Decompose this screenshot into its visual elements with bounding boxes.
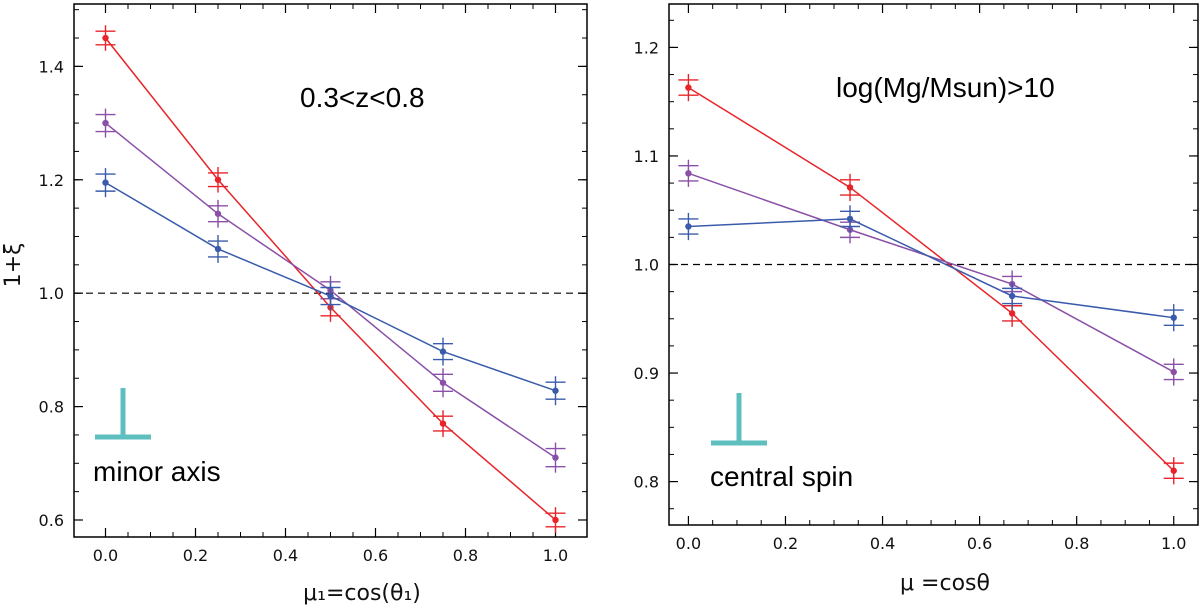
data-point [552, 516, 559, 524]
x-tick-label: 0.2 [773, 534, 798, 553]
data-point [1008, 292, 1016, 300]
y-tick-label: 1.2 [39, 171, 64, 190]
x-tick-label: 0.4 [870, 534, 895, 553]
x-tick-label: 0.2 [183, 546, 208, 565]
series-line [688, 218, 1174, 319]
data-point [102, 119, 109, 127]
y-tick-label: 0.6 [39, 511, 64, 530]
central-spin-label: central spin [710, 461, 853, 492]
right-panel: 0.0 0.2 0.4 0.6 0.8 1.0 0.8 0.9 1.0 1.1 1.2 log(Mg… [634, 3, 1199, 596]
x-tick-label: 1.0 [543, 546, 568, 565]
x-axis-title-right: μ =cosθ [900, 571, 990, 596]
x-tick-label: 1.0 [1161, 534, 1186, 553]
y-tick-label: 0.9 [634, 364, 659, 383]
annotation-redshift: 0.3<z<0.8 [300, 82, 425, 113]
series-layer-left [95, 25, 566, 533]
data-point [1170, 467, 1177, 474]
y-axis-title: 1+ξ [1, 243, 26, 288]
data-point [1008, 310, 1016, 317]
x-tick-label: 0.6 [363, 546, 388, 565]
data-point [1170, 314, 1177, 321]
data-point [552, 454, 559, 461]
data-point [439, 348, 447, 355]
series-line [688, 86, 1175, 472]
left-panel: 0.0 0.2 0.4 0.6 0.8 1.0 0.6 0.8 1.0 1.2 1.4 0.3<z<… [1, 3, 588, 606]
annotation-mass-cut: log(Mg/Msun)>10 [836, 72, 1055, 103]
data-point [846, 215, 854, 223]
data-point [439, 379, 447, 386]
y-tick-label: 1.2 [634, 38, 659, 57]
data-point [102, 34, 109, 42]
data-point [102, 179, 109, 186]
x-tick-label: 0.0 [93, 546, 118, 565]
series-layer-right [678, 73, 1184, 485]
y-tick-label: 1.1 [634, 147, 659, 166]
data-point [685, 170, 692, 177]
x-tick-label: 0.4 [273, 546, 298, 565]
y-tick-label: 0.8 [39, 398, 64, 417]
y-tick-label: 1.4 [39, 57, 64, 76]
y-tick-label: 0.8 [634, 473, 659, 492]
y-tick-label: 1.0 [39, 284, 64, 303]
data-point [846, 184, 854, 191]
axis-ticks-left: 0.0 0.2 0.4 0.6 0.8 1.0 0.6 0.8 1.0 1.2 1.4 [39, 4, 587, 565]
perpendicular-icon [95, 388, 151, 440]
data-point [685, 223, 692, 230]
data-point [552, 387, 559, 394]
axis-ticks-right: 0.0 0.2 0.4 0.6 0.8 1.0 0.8 0.9 1.0 1.1 1.2 [634, 4, 1198, 553]
x-tick-label: 0.8 [453, 546, 478, 565]
x-tick-label: 0.6 [967, 534, 992, 553]
data-point [685, 84, 692, 91]
series-line [688, 172, 1175, 373]
data-point [439, 420, 447, 427]
x-axis-title-left: μ₁=cos(θ₁) [303, 581, 421, 606]
data-point [327, 292, 334, 300]
data-point [214, 176, 222, 183]
data-point [214, 210, 222, 217]
x-tick-label: 0.0 [676, 534, 701, 553]
x-tick-label: 0.8 [1064, 534, 1089, 553]
data-point [1170, 368, 1177, 376]
data-point [214, 245, 222, 253]
perpendicular-icon [711, 393, 767, 446]
y-tick-label: 1.0 [634, 256, 659, 275]
minor-axis-label: minor axis [93, 456, 221, 487]
